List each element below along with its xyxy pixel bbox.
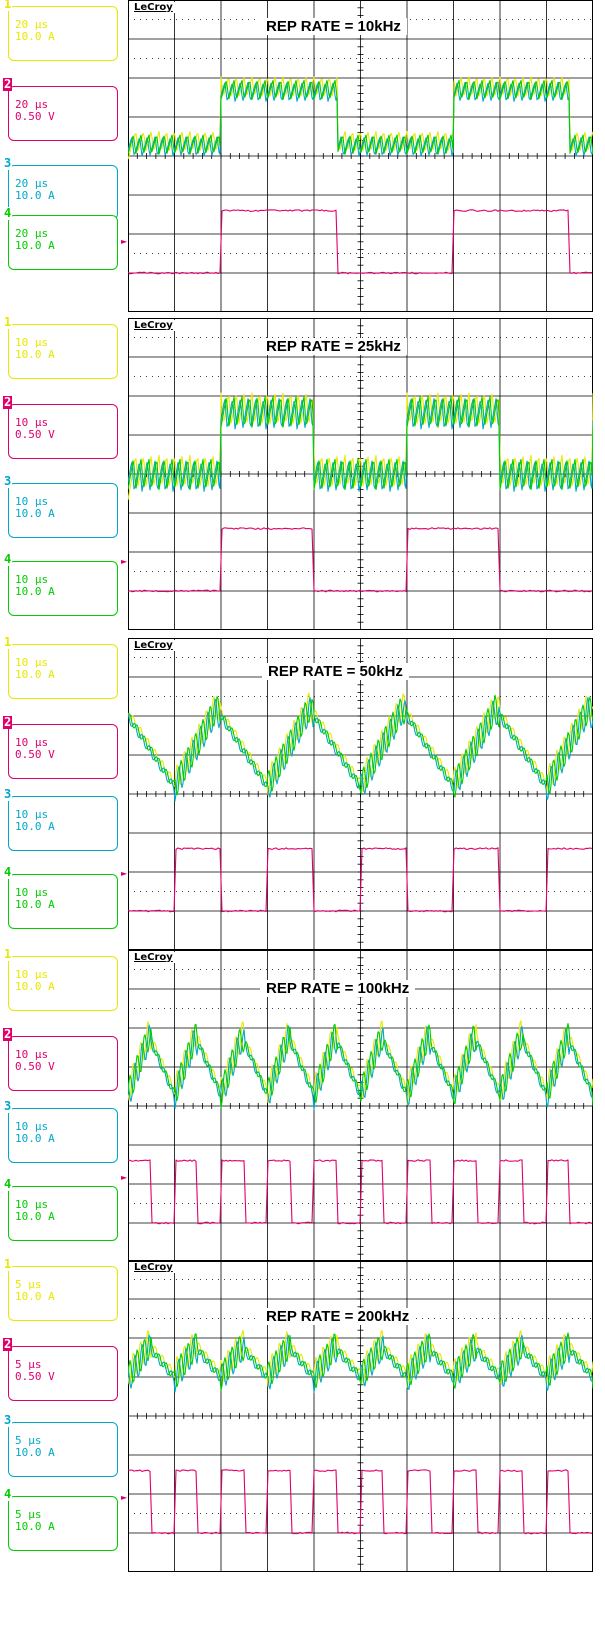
graticule <box>128 0 593 312</box>
channel-3-box[interactable]: 3 5 μs 10.0 A <box>8 1422 118 1477</box>
channel-2-number: 2 <box>3 1028 12 1041</box>
channel-1-scale: 10.0 A <box>15 668 55 681</box>
scope-screen <box>128 0 593 312</box>
channel-1-number: 1 <box>3 1258 12 1271</box>
scope-screen <box>128 318 593 630</box>
trigger-level-marker: ► <box>121 1494 127 1502</box>
channel-2-scale: 0.50 V <box>15 1060 55 1073</box>
channel-3-scale: 10.0 A <box>15 507 55 520</box>
channel-2-box[interactable]: 2 10 μs 0.50 V <box>8 724 118 779</box>
channel-4-box[interactable]: 4 20 μs 10.0 A <box>8 215 118 270</box>
waveform-plot <box>128 1260 593 1572</box>
channel-sidebar: 1 10 μs 10.0 A 2 10 μs 0.50 V 3 10 μs 10.0 … <box>0 318 128 630</box>
channel-3-scale: 10.0 A <box>15 1446 55 1459</box>
channel-4-number: 4 <box>3 1178 12 1191</box>
trigger-level-marker: ► <box>121 558 127 566</box>
channel-1-scale: 10.0 A <box>15 348 55 361</box>
channel-1-box[interactable]: 1 10 μs 10.0 A <box>8 956 118 1011</box>
channel-sidebar: 1 10 μs 10.0 A 2 10 μs 0.50 V 3 10 μs 10.0 … <box>0 950 128 1262</box>
channel-sidebar: 1 20 μs 10.0 A 2 20 μs 0.50 V 3 20 μs 10.0 … <box>0 0 128 312</box>
channel-3-box[interactable]: 3 10 μs 10.0 A <box>8 1108 118 1163</box>
channel-4-scale: 10.0 A <box>15 585 55 598</box>
trigger-level-marker: ► <box>121 1174 127 1182</box>
channel-4-box[interactable]: 4 5 μs 10.0 A <box>8 1496 118 1551</box>
channel-3-box[interactable]: 3 10 μs 10.0 A <box>8 483 118 538</box>
channel-2-number: 2 <box>3 716 12 729</box>
scope-panel-10khz: 1 20 μs 10.0 A 2 20 μs 0.50 V 3 20 μs 10.0 … <box>0 0 605 312</box>
scope-panel-200khz: 1 5 μs 10.0 A 2 5 μs 0.50 V 3 5 μs 10.0 A 4… <box>0 1260 605 1572</box>
channel-4-number: 4 <box>3 1488 12 1501</box>
channel-2-scale: 0.50 V <box>15 110 55 123</box>
channel-2-scale: 0.50 V <box>15 748 55 761</box>
brand-logo: LeCroy <box>132 1262 175 1273</box>
trigger-level-marker: ► <box>121 238 127 246</box>
chart-title: REP RATE = 200kHz <box>260 1308 415 1325</box>
channel-4-number: 4 <box>3 207 12 220</box>
channel-3-scale: 10.0 A <box>15 189 55 202</box>
channel-3-box[interactable]: 3 20 μs 10.0 A <box>8 165 118 220</box>
channel-3-number: 3 <box>3 1414 12 1427</box>
channel-sidebar: 1 5 μs 10.0 A 2 5 μs 0.50 V 3 5 μs 10.0 A 4… <box>0 1260 128 1572</box>
chart-title: REP RATE = 25kHz <box>260 338 407 355</box>
channel-1-number: 1 <box>3 948 12 961</box>
channel-3-number: 3 <box>3 788 12 801</box>
brand-logo: LeCroy <box>132 2 175 13</box>
channel-2-number: 2 <box>3 396 12 409</box>
scope-panel-100khz: 1 10 μs 10.0 A 2 10 μs 0.50 V 3 10 μs 10.0 … <box>0 950 605 1262</box>
channel-2-number: 2 <box>3 78 12 91</box>
channel-2-box[interactable]: 2 20 μs 0.50 V <box>8 86 118 141</box>
channel-4-scale: 10.0 A <box>15 1210 55 1223</box>
channel-2-scale: 0.50 V <box>15 1370 55 1383</box>
channel-1-number: 1 <box>3 0 12 11</box>
channel-3-scale: 10.0 A <box>15 820 55 833</box>
channel-2-box[interactable]: 2 10 μs 0.50 V <box>8 1036 118 1091</box>
channel-1-scale: 10.0 A <box>15 30 55 43</box>
channel-3-scale: 10.0 A <box>15 1132 55 1145</box>
scope-panel-50khz: 1 10 μs 10.0 A 2 10 μs 0.50 V 3 10 μs 10.0 … <box>0 638 605 950</box>
channel-2-scale: 0.50 V <box>15 428 55 441</box>
chart-title: REP RATE = 100kHz <box>260 980 415 997</box>
channel-3-number: 3 <box>3 1100 12 1113</box>
channel-3-number: 3 <box>3 157 12 170</box>
channel-1-scale: 10.0 A <box>15 980 55 993</box>
channel-1-number: 1 <box>3 316 12 329</box>
channel-4-number: 4 <box>3 866 12 879</box>
trigger-level-marker: ► <box>121 870 127 878</box>
waveform-plot <box>128 0 593 312</box>
channel-4-box[interactable]: 4 10 μs 10.0 A <box>8 1186 118 1241</box>
channel-2-box[interactable]: 2 5 μs 0.50 V <box>8 1346 118 1401</box>
channel-2-number: 2 <box>3 1338 12 1351</box>
brand-logo: LeCroy <box>132 952 175 963</box>
channel-1-box[interactable]: 1 10 μs 10.0 A <box>8 644 118 699</box>
channel-4-scale: 10.0 A <box>15 239 55 252</box>
channel-4-box[interactable]: 4 10 μs 10.0 A <box>8 561 118 616</box>
channel-3-number: 3 <box>3 475 12 488</box>
channel-4-scale: 10.0 A <box>15 1520 55 1533</box>
graticule <box>128 318 593 630</box>
channel-1-box[interactable]: 1 5 μs 10.0 A <box>8 1266 118 1321</box>
channel-1-number: 1 <box>3 636 12 649</box>
chart-title: REP RATE = 10kHz <box>260 18 407 35</box>
scope-panel-25khz: 1 10 μs 10.0 A 2 10 μs 0.50 V 3 10 μs 10.0 … <box>0 318 605 630</box>
chart-title: REP RATE = 50kHz <box>262 663 409 680</box>
waveform-plot <box>128 318 593 630</box>
scope-screen <box>128 1260 593 1572</box>
channel-3-box[interactable]: 3 10 μs 10.0 A <box>8 796 118 851</box>
channel-4-scale: 10.0 A <box>15 898 55 911</box>
scope-screen <box>128 638 593 950</box>
channel-1-box[interactable]: 1 20 μs 10.0 A <box>8 6 118 61</box>
channel-4-box[interactable]: 4 10 μs 10.0 A <box>8 874 118 929</box>
brand-logo: LeCroy <box>132 320 175 331</box>
channel-2-box[interactable]: 2 10 μs 0.50 V <box>8 404 118 459</box>
channel-1-box[interactable]: 1 10 μs 10.0 A <box>8 324 118 379</box>
channel-1-scale: 10.0 A <box>15 1290 55 1303</box>
channel-sidebar: 1 10 μs 10.0 A 2 10 μs 0.50 V 3 10 μs 10.0 … <box>0 638 128 950</box>
brand-logo: LeCroy <box>132 640 175 651</box>
waveform-plot <box>128 638 593 950</box>
channel-4-number: 4 <box>3 553 12 566</box>
